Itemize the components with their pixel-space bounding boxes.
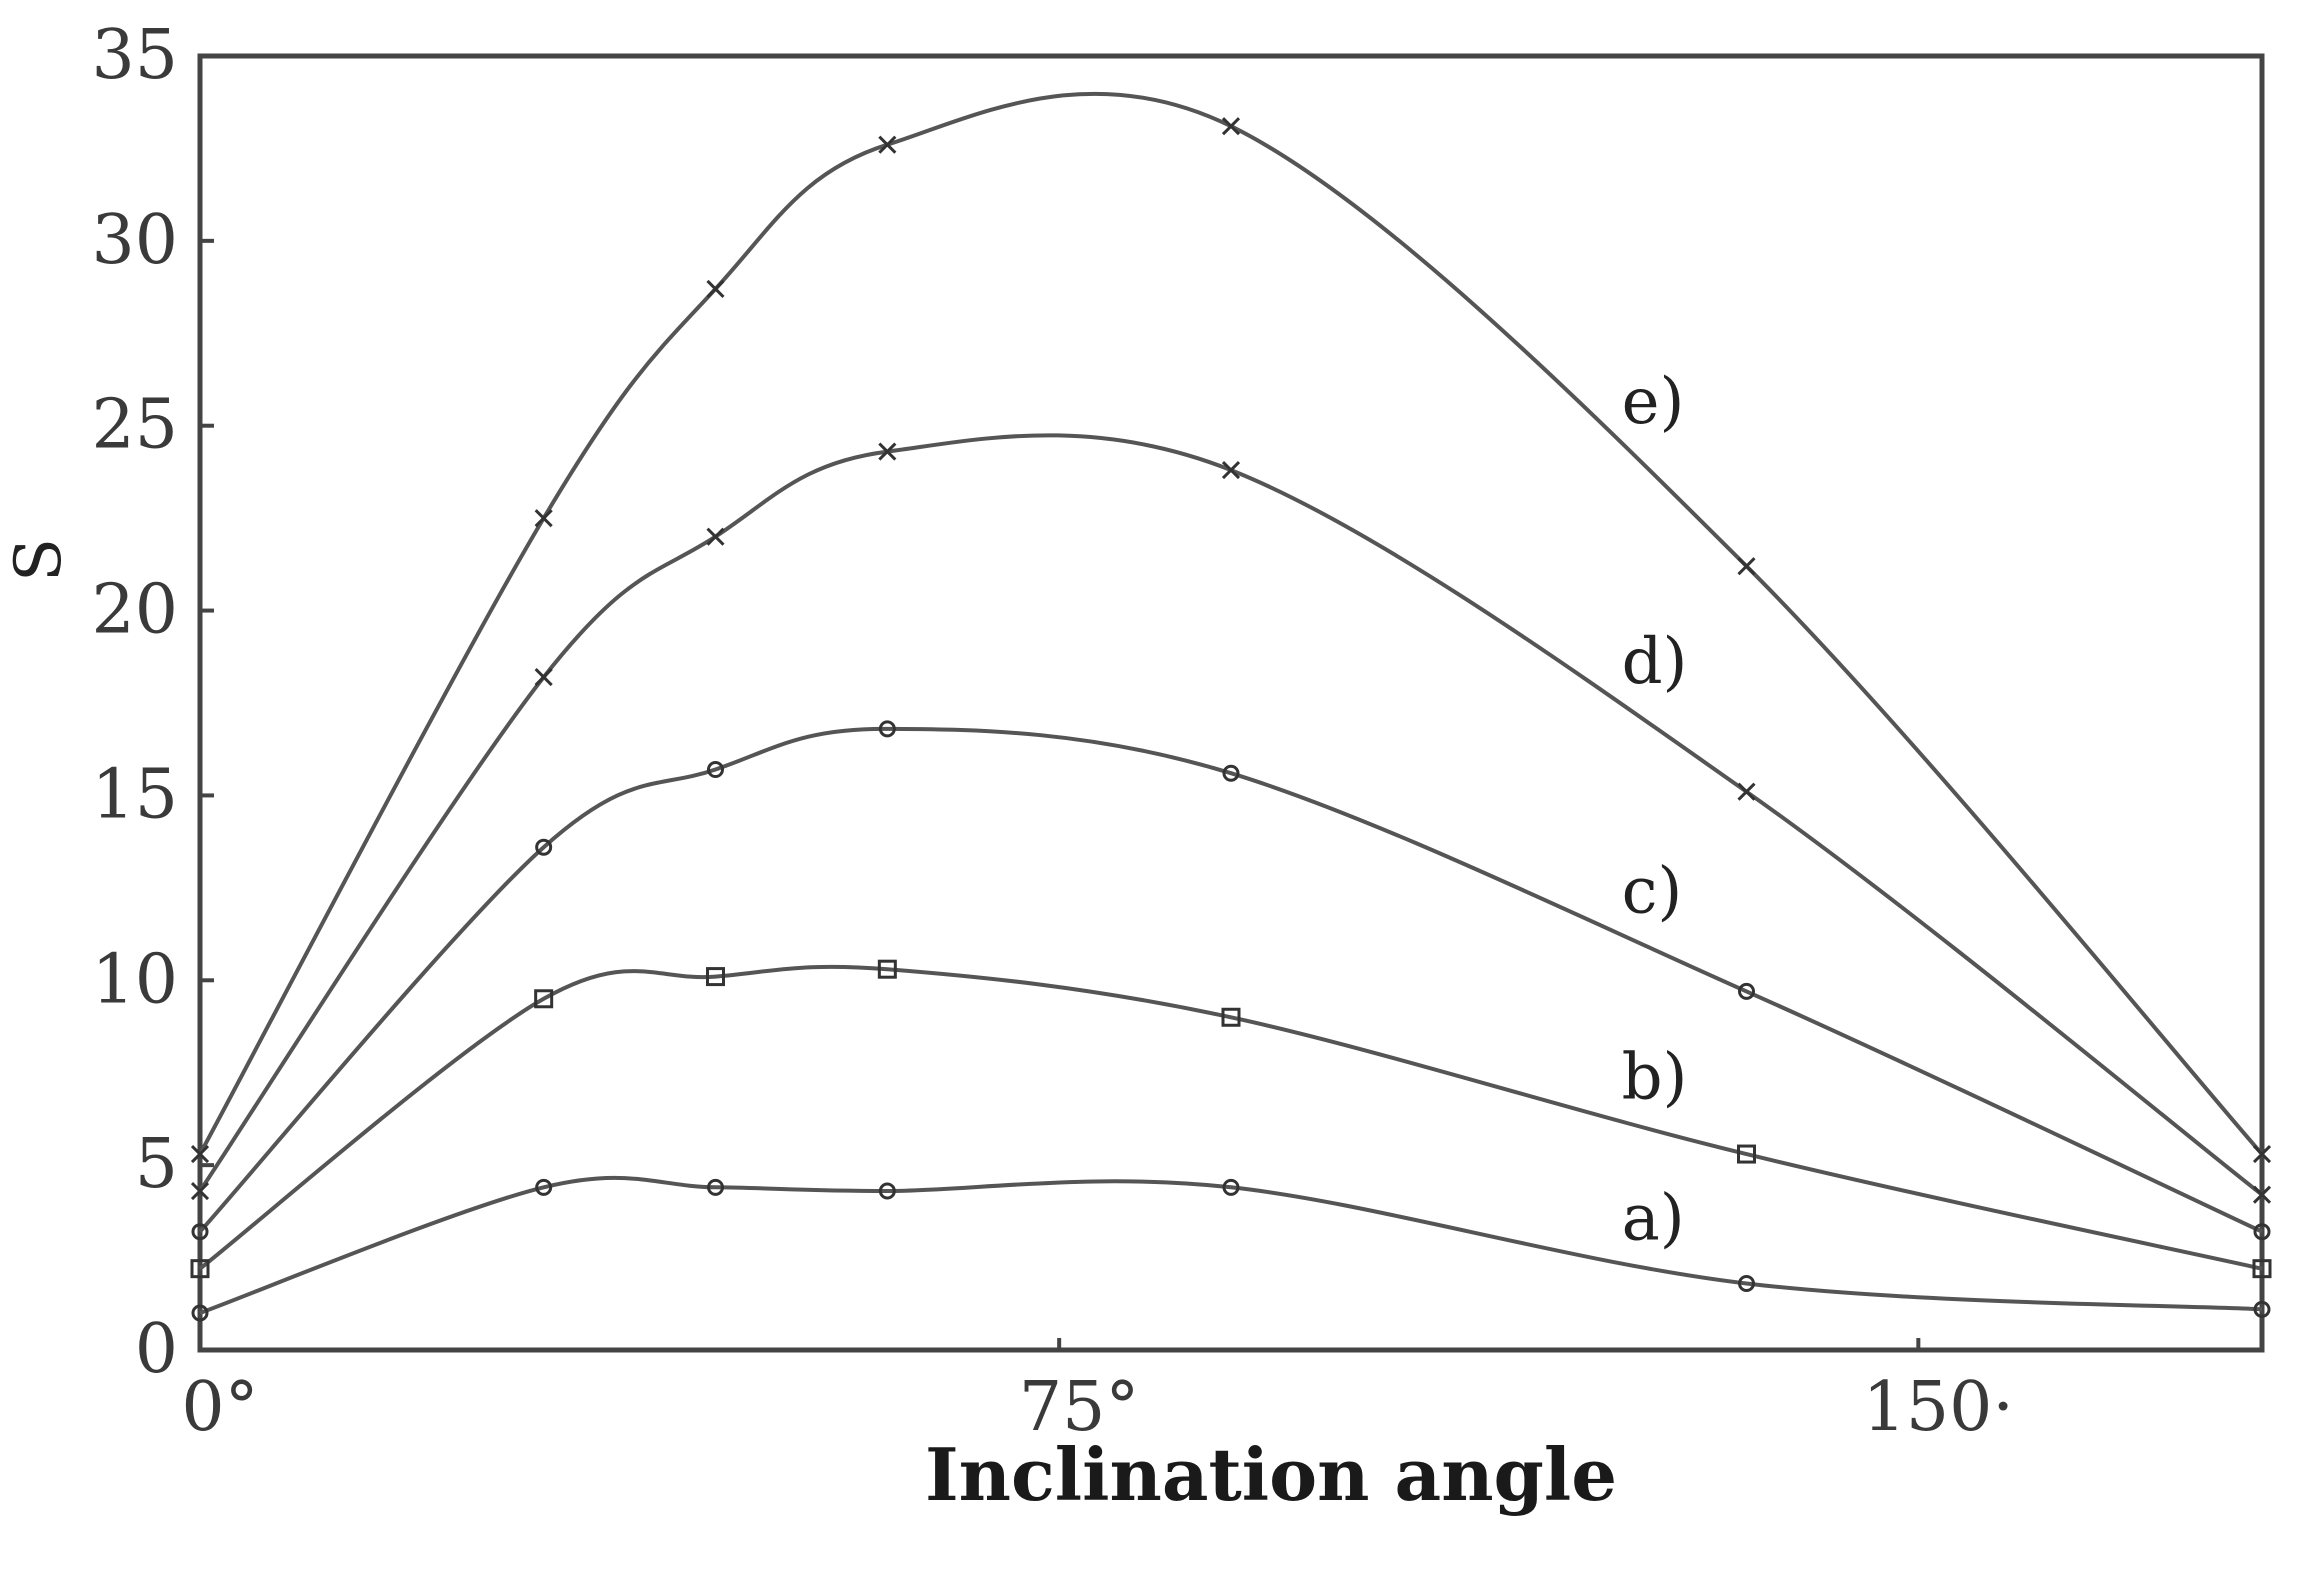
series-layer: a) b) c) d) e) bbox=[190, 91, 2272, 1322]
data-point bbox=[191, 1304, 209, 1322]
data-point bbox=[1221, 461, 1241, 480]
y-tick-label: 5 bbox=[135, 1125, 178, 1204]
data-point bbox=[707, 761, 724, 779]
data-point bbox=[1222, 764, 1240, 782]
y-axis-ticks: 0 5 10 15 20 25 30 35 bbox=[91, 16, 214, 1389]
series-1: a) bbox=[191, 1175, 2271, 1322]
y-tick-label: 0 bbox=[135, 1310, 178, 1389]
y-tick-label: 35 bbox=[91, 16, 178, 95]
y-tick-label: 20 bbox=[91, 571, 178, 650]
data-point bbox=[878, 1182, 896, 1200]
plot-frame bbox=[197, 53, 2265, 1353]
data-point bbox=[534, 668, 553, 687]
x-tick-label: 0° bbox=[181, 1368, 258, 1447]
data-point bbox=[191, 1223, 209, 1241]
data-point bbox=[190, 1259, 210, 1279]
data-point bbox=[706, 967, 725, 987]
x-tick-label: 75° bbox=[1019, 1368, 1140, 1447]
data-point bbox=[877, 959, 897, 979]
y-tick-label: 25 bbox=[91, 386, 178, 465]
data-point bbox=[2252, 1259, 2272, 1279]
series-line bbox=[198, 964, 2263, 1271]
series-line bbox=[198, 726, 2263, 1234]
series-label: c) bbox=[1622, 854, 1683, 928]
y-tick-label: 10 bbox=[91, 940, 178, 1019]
y-axis-title: S bbox=[2, 538, 76, 582]
data-point bbox=[534, 509, 553, 528]
series-line bbox=[198, 91, 2264, 1156]
data-point bbox=[706, 527, 725, 546]
x-tick-label: 150· bbox=[1863, 1368, 2014, 1447]
data-point bbox=[1738, 1274, 1755, 1292]
series-2: b) bbox=[190, 959, 2272, 1279]
data-point bbox=[707, 1178, 724, 1196]
x-axis-ticks: 0° 75° 150· bbox=[181, 1338, 2014, 1447]
data-point bbox=[878, 442, 897, 461]
data-point bbox=[535, 1178, 553, 1196]
x-axis-title: Inclination angle bbox=[925, 1432, 1617, 1517]
data-point bbox=[190, 1181, 210, 1201]
data-point bbox=[1221, 1007, 1241, 1027]
series-4: d) bbox=[190, 433, 2272, 1204]
data-point bbox=[1737, 1144, 1756, 1164]
data-point bbox=[1737, 557, 1756, 576]
series-label: e) bbox=[1622, 365, 1685, 439]
series-line bbox=[198, 433, 2264, 1197]
series-line bbox=[199, 1175, 2263, 1315]
series-label: a) bbox=[1622, 1182, 1685, 1256]
series-3: c) bbox=[191, 720, 2271, 1241]
data-point bbox=[1738, 982, 1755, 1000]
data-point bbox=[2253, 1300, 2271, 1318]
data-point bbox=[190, 1144, 210, 1164]
data-point bbox=[2252, 1144, 2272, 1164]
data-point bbox=[1737, 782, 1756, 801]
series-label: d) bbox=[1622, 625, 1688, 699]
plot-border bbox=[197, 53, 2265, 1353]
data-point bbox=[1222, 1178, 1240, 1196]
data-point bbox=[2252, 1185, 2272, 1204]
data-point bbox=[534, 989, 554, 1009]
series-label: b) bbox=[1622, 1041, 1688, 1115]
data-point bbox=[2253, 1223, 2271, 1241]
data-point bbox=[878, 720, 896, 738]
data-point bbox=[535, 838, 553, 856]
data-point bbox=[706, 279, 725, 298]
data-point bbox=[1221, 117, 1241, 136]
y-tick-label: 15 bbox=[91, 755, 178, 834]
data-point bbox=[878, 135, 897, 154]
y-tick-label: 30 bbox=[91, 201, 178, 280]
series-5: e) bbox=[190, 91, 2272, 1164]
